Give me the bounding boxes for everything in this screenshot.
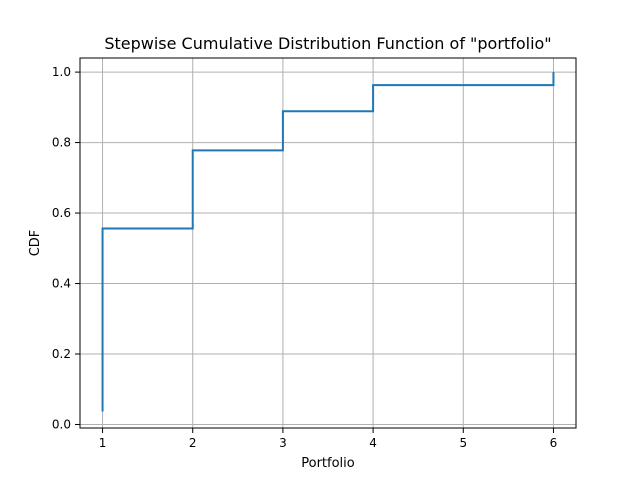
x-tick-label: 2 xyxy=(189,436,197,450)
y-tick-label: 0.8 xyxy=(52,136,71,150)
x-axis-ticks: 1 2 3 4 5 6 xyxy=(99,428,558,450)
x-tick-label: 5 xyxy=(459,436,467,450)
y-tick-label: 1.0 xyxy=(52,65,71,79)
x-tick-label: 6 xyxy=(550,436,558,450)
y-tick-label: 0.2 xyxy=(52,347,71,361)
x-tick-label: 1 xyxy=(99,436,107,450)
grid xyxy=(80,58,576,428)
x-tick-label: 4 xyxy=(369,436,377,450)
x-tick-label: 3 xyxy=(279,436,287,450)
plot-frame xyxy=(79,57,577,429)
chart-title: Stepwise Cumulative Distribution Functio… xyxy=(104,34,551,53)
x-axis-label: Portfolio xyxy=(301,456,355,471)
y-tick-label: 0.0 xyxy=(52,417,71,431)
y-axis-ticks: 0.0 0.2 0.4 0.6 0.8 1.0 xyxy=(52,65,80,431)
y-tick-label: 0.4 xyxy=(52,277,71,291)
cdf-step-line xyxy=(101,72,555,412)
y-tick-label: 0.6 xyxy=(52,206,71,220)
y-axis-label: CDF xyxy=(28,230,43,257)
series-layer xyxy=(101,72,555,412)
